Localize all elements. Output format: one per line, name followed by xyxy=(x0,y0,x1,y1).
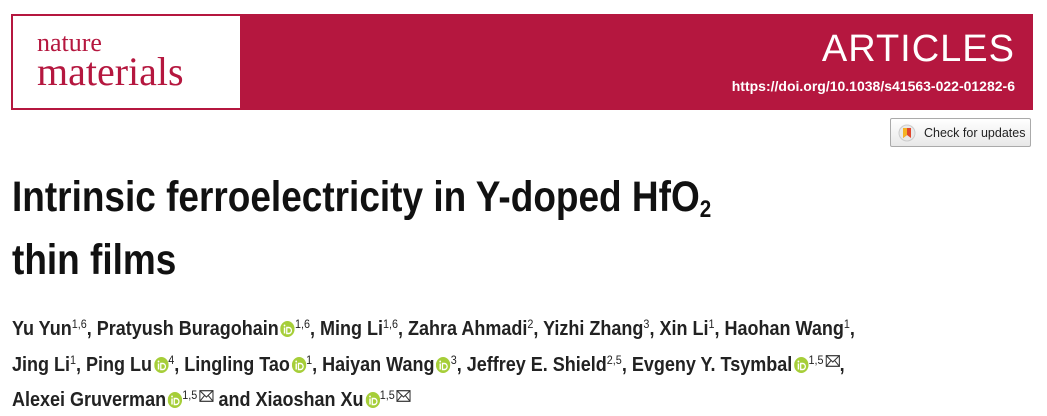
badge-text: Check for updates xyxy=(924,126,1026,140)
title-main: Intrinsic ferroelectricity in Y-doped Hf… xyxy=(12,173,700,221)
check-updates-button[interactable]: Check for updates xyxy=(890,118,1031,147)
journal-name-bottom: materials xyxy=(37,49,184,94)
affiliation: 3 xyxy=(450,352,457,367)
email-icon[interactable] xyxy=(199,390,214,402)
affiliation: 1,5 xyxy=(379,388,395,402)
author-name[interactable]: Haohan Wang xyxy=(724,318,844,340)
journal-logo[interactable]: nature materials xyxy=(13,16,240,108)
orcid-icon[interactable] xyxy=(153,356,169,373)
affiliation: 1,5 xyxy=(808,352,824,367)
page: nature materials ARTICLES https://doi.or… xyxy=(11,14,1033,411)
affiliation: 1,6 xyxy=(71,317,87,331)
orcid-icon[interactable] xyxy=(436,356,451,373)
separator: , xyxy=(86,318,92,340)
affiliation: 2,5 xyxy=(606,352,622,367)
separator: , xyxy=(312,353,318,376)
conjunction: and xyxy=(218,389,251,411)
author-name[interactable]: Jeffrey E. Shield xyxy=(466,353,607,376)
author-name[interactable]: Lingling Tao xyxy=(184,353,290,376)
author-name[interactable]: Yu Yun xyxy=(12,318,72,340)
separator: , xyxy=(714,318,720,340)
separator: , xyxy=(309,318,315,340)
email-icon[interactable] xyxy=(396,390,411,402)
header-band: nature materials ARTICLES https://doi.or… xyxy=(11,14,1033,110)
separator: , xyxy=(839,353,845,376)
author-list: Yu Yun1,6, Pratyush Buragohain 1,6, Ming … xyxy=(12,309,855,416)
author-name[interactable]: Ping Lu xyxy=(86,353,153,376)
author-name[interactable]: Ming Li xyxy=(319,318,383,340)
orcid-icon[interactable] xyxy=(794,356,809,373)
journal-name-top: nature xyxy=(37,28,102,57)
author-name[interactable]: Haiyan Wang xyxy=(322,353,435,376)
separator: , xyxy=(398,318,404,340)
affiliation: 1 xyxy=(708,317,715,331)
separator: , xyxy=(533,318,539,340)
separator: , xyxy=(174,353,180,376)
author-name[interactable]: Evgeny Y. Tsymbal xyxy=(631,353,793,376)
author-name[interactable]: Zahra Ahmadi xyxy=(408,318,528,340)
affiliation: 2 xyxy=(527,317,534,331)
author-name[interactable]: Jing Li xyxy=(12,353,71,376)
author-name[interactable]: Xin Li xyxy=(659,318,709,340)
affiliation: 1 xyxy=(843,317,850,331)
email-icon[interactable] xyxy=(825,354,840,367)
separator: , xyxy=(849,318,855,340)
author-name[interactable]: Alexei Gruverman xyxy=(12,389,167,411)
title-subscript: 2 xyxy=(699,196,712,223)
affiliation: 1,6 xyxy=(382,317,399,331)
author-name[interactable]: Xiaoshan Xu xyxy=(255,389,364,411)
orcid-icon[interactable] xyxy=(280,321,295,337)
orcid-icon[interactable] xyxy=(291,356,307,373)
orcid-icon[interactable] xyxy=(365,392,380,408)
title-rest: thin films xyxy=(12,236,177,284)
affiliation: 4 xyxy=(168,352,175,367)
separator: , xyxy=(456,353,462,376)
article-title: Intrinsic ferroelectricity in Y-doped Hf… xyxy=(12,172,711,285)
section-label: ARTICLES xyxy=(821,28,1015,70)
doi-link[interactable]: https://doi.org/10.1038/s41563-022-01282… xyxy=(731,78,1015,94)
author-name[interactable]: Pratyush Buragohain xyxy=(96,318,279,340)
separator: , xyxy=(649,318,655,340)
separator: , xyxy=(76,353,82,376)
affiliation: 3 xyxy=(643,317,650,331)
orcid-icon[interactable] xyxy=(167,392,183,408)
affiliation: 1,5 xyxy=(182,388,198,402)
affiliation: 1 xyxy=(70,352,77,367)
author-name[interactable]: Yizhi Zhang xyxy=(543,318,644,340)
affiliation: 1,6 xyxy=(294,317,310,331)
separator: , xyxy=(621,353,627,376)
affiliation: 1 xyxy=(306,352,313,367)
badge-icon xyxy=(898,124,916,142)
